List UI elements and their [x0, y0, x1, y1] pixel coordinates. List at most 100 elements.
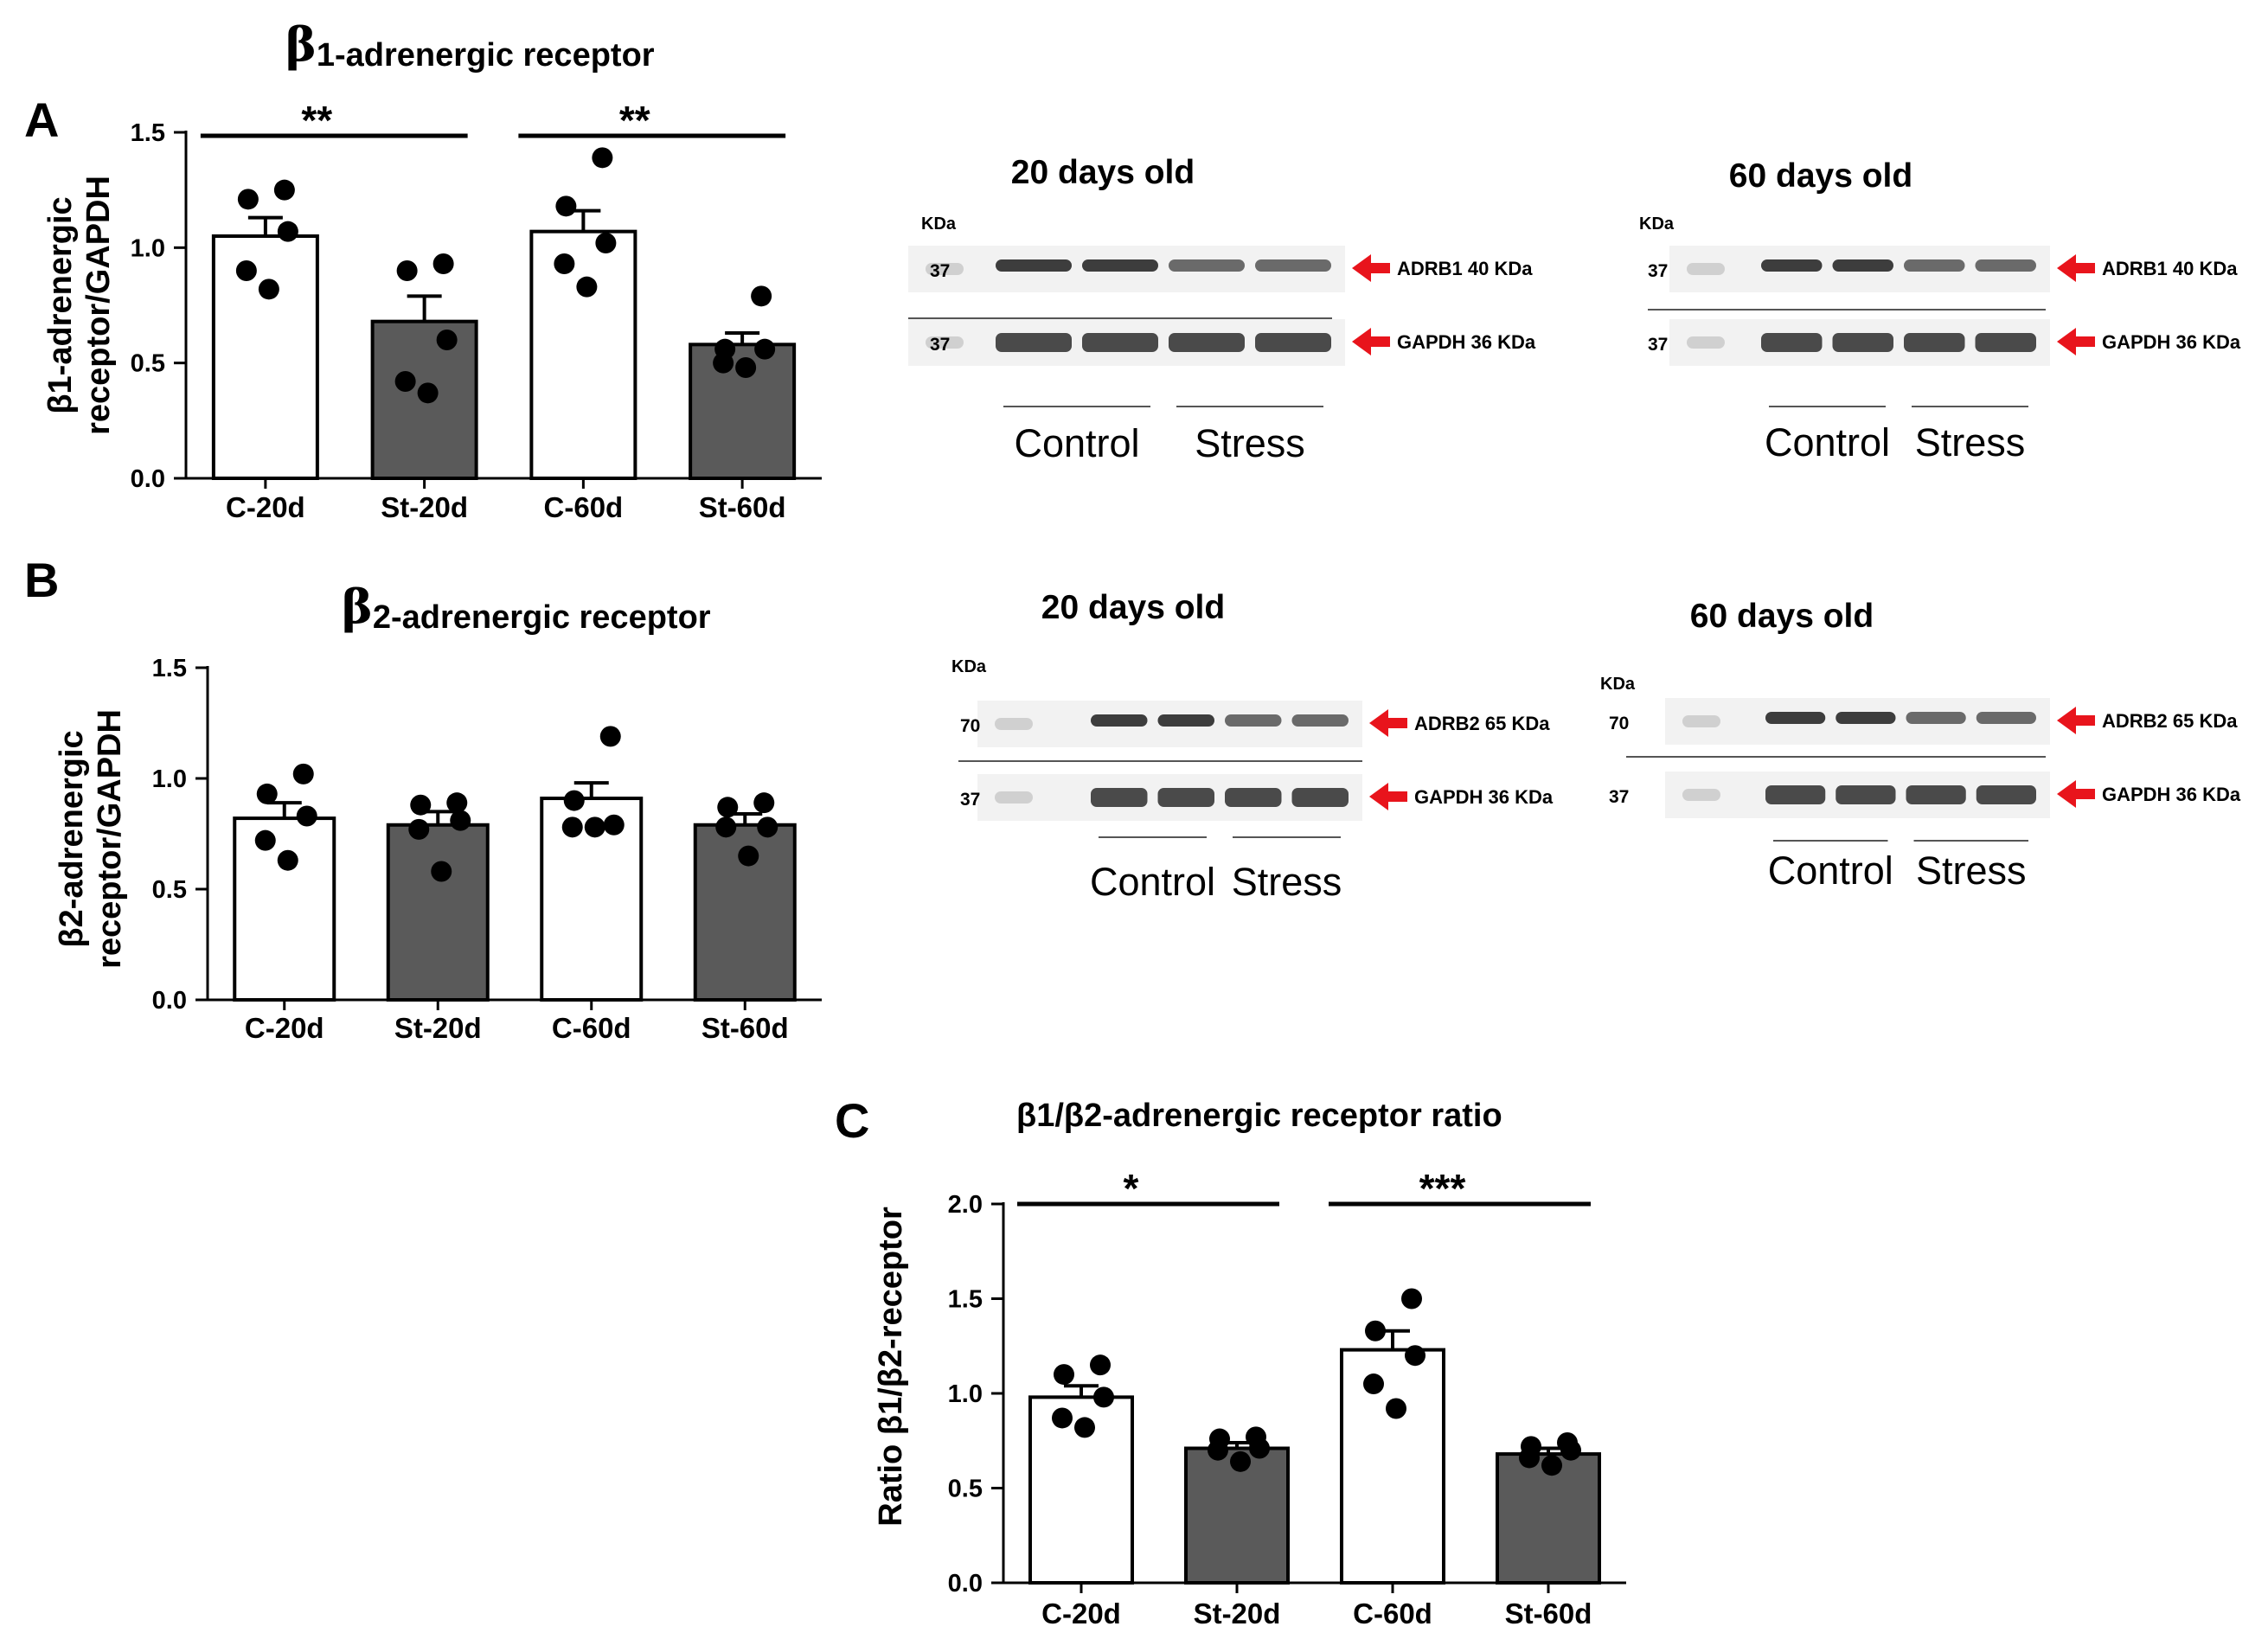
blot-ladder-band: [995, 718, 1033, 730]
blot-band: [1904, 333, 1965, 352]
panel-letter-a: A: [24, 93, 59, 147]
chart-c-category-label: St-20d: [1194, 1598, 1281, 1630]
red-arrow-icon: [2057, 707, 2095, 734]
chart-b-data-point: [715, 816, 737, 838]
panel-letter-c: C: [835, 1093, 869, 1148]
blot-band-label: ADRB1 40 KDa: [1397, 258, 1533, 279]
chart-a-data-point: [258, 279, 279, 300]
chart-b-ylabel-line1: β2-adrenergic: [54, 730, 90, 947]
chart-c-significance-label: *: [1124, 1166, 1139, 1211]
chart-b-data-point: [717, 797, 739, 818]
blot-band: [1761, 333, 1823, 352]
blot-group-label-stress: Stress: [1232, 860, 1342, 904]
chart-c-data-point: [1074, 1417, 1095, 1438]
blot-group-label-control: Control: [1765, 420, 1890, 464]
chart-c-data-point: [1093, 1386, 1114, 1408]
blot-mw-marker: 37: [960, 790, 980, 810]
chart-c-data-point: [1249, 1437, 1270, 1459]
blot-band: [1976, 712, 2036, 724]
blot-band: [1975, 333, 2036, 352]
blot-band: [1761, 259, 1823, 272]
blot-band: [996, 333, 1072, 352]
chart-a-title-symbol: β: [285, 16, 317, 72]
blot-band: [1904, 259, 1965, 272]
blot-band-label: GAPDH 36 KDa: [2102, 784, 2241, 805]
chart-c-data-point: [1541, 1455, 1562, 1476]
red-arrow-icon: [1352, 254, 1390, 282]
chart-a-data-point: [394, 371, 416, 392]
chart-a-data-point: [235, 260, 257, 281]
chart-a-data-point: [396, 260, 418, 281]
chart-b-data-point: [753, 792, 775, 814]
blot-group-label-stress: Stress: [1915, 420, 2026, 464]
blot-ladder-band: [1682, 715, 1720, 727]
blot-band: [1091, 788, 1148, 807]
chart-c-ytick-label: 0.0: [948, 1570, 983, 1598]
chart-c-ytick-label: 1.5: [948, 1286, 983, 1314]
blot-group-label-stress: Stress: [1195, 421, 1305, 465]
chart-c-data-point: [1560, 1439, 1581, 1461]
red-arrow-icon: [1369, 783, 1407, 810]
chart-b-data-point: [738, 845, 759, 867]
chart-a-data-point: [555, 195, 577, 217]
chart-b-ytick-label: 0.0: [152, 987, 187, 1015]
chart-c-ytick-label: 1.0: [948, 1380, 983, 1408]
blot-band: [996, 259, 1072, 272]
blot-ladder-band: [1687, 336, 1725, 349]
blot-title: 60 days old: [1729, 157, 1912, 195]
chart-b-data-point: [410, 794, 432, 816]
blot-band: [1225, 788, 1282, 807]
blot-mw-marker: 37: [1648, 335, 1668, 355]
chart-b-data-point: [292, 763, 314, 784]
chart-c-significance-label: ***: [1419, 1166, 1466, 1211]
chart-a-title: β1-adrenergic receptor: [285, 16, 655, 74]
chart-b-category-label: C-60d: [552, 1012, 631, 1044]
chart-c-data-point: [1405, 1345, 1426, 1367]
chart-b: β2-adrenergic receptor β2-adrenergicrecep…: [54, 579, 822, 1044]
blot-band: [1765, 785, 1826, 804]
chart-a-data-point: [751, 285, 772, 307]
chart-a-data-point: [432, 253, 454, 274]
chart-b-ylabel: β2-adrenergicreceptor/GAPDH: [54, 709, 128, 969]
chart-b-data-point: [603, 814, 625, 836]
chart-b-category-label: St-60d: [702, 1012, 789, 1044]
chart-b-data-point: [563, 790, 585, 811]
chart-a-bar: [529, 229, 637, 480]
blot-band: [1832, 259, 1893, 272]
blot-mw-marker: 37: [930, 261, 950, 281]
blot-title: 20 days old: [1041, 589, 1225, 626]
chart-a-ylabel-line2: receptor/GAPDH: [80, 176, 117, 435]
chart-c-bar: [1340, 1348, 1445, 1585]
chart-c-data-point: [1365, 1320, 1386, 1341]
chart-b-data-point: [256, 783, 278, 804]
chart-a-bar: [211, 234, 319, 480]
chart-a-data-point: [735, 357, 757, 378]
blot-kda-label: KDa: [1639, 215, 1675, 234]
chart-b-data-point: [599, 726, 621, 747]
blot-band: [1836, 785, 1896, 804]
chart-b-bar: [233, 816, 336, 1002]
chart-a-ytick-label: 0.0: [131, 465, 165, 493]
chart-c-category-label: C-60d: [1353, 1598, 1432, 1630]
chart-b-category-label: C-20d: [245, 1012, 324, 1044]
chart-a-ytick-label: 1.5: [131, 119, 165, 147]
blot-title: 60 days old: [1690, 598, 1874, 635]
red-arrow-icon: [2057, 780, 2095, 808]
chart-b-data-point: [561, 816, 583, 838]
blot-ladder-band: [1682, 789, 1720, 801]
blot-band-label: GAPDH 36 KDa: [1397, 331, 1536, 353]
blot-band: [1255, 259, 1331, 272]
blot-band: [1832, 333, 1893, 352]
chart-c-data-point: [1208, 1439, 1228, 1461]
chart-c: β1/β2-adrenergic receptor ratio Ratio β1/…: [873, 1098, 1626, 1630]
blot-b-20-days: 20 days old KDa 70 ADRB2 65 KDa 37 GAPDH 36 K…: [951, 589, 1554, 904]
chart-c-category-label: St-60d: [1505, 1598, 1592, 1630]
chart-a-category-label: St-60d: [699, 491, 786, 523]
chart-b-title-symbol: β: [342, 579, 373, 634]
chart-a-data-point: [417, 382, 439, 404]
blot-band: [1836, 712, 1896, 724]
chart-c-data-point: [1386, 1398, 1406, 1419]
red-arrow-icon: [2057, 328, 2095, 355]
blot-band: [1291, 714, 1349, 727]
